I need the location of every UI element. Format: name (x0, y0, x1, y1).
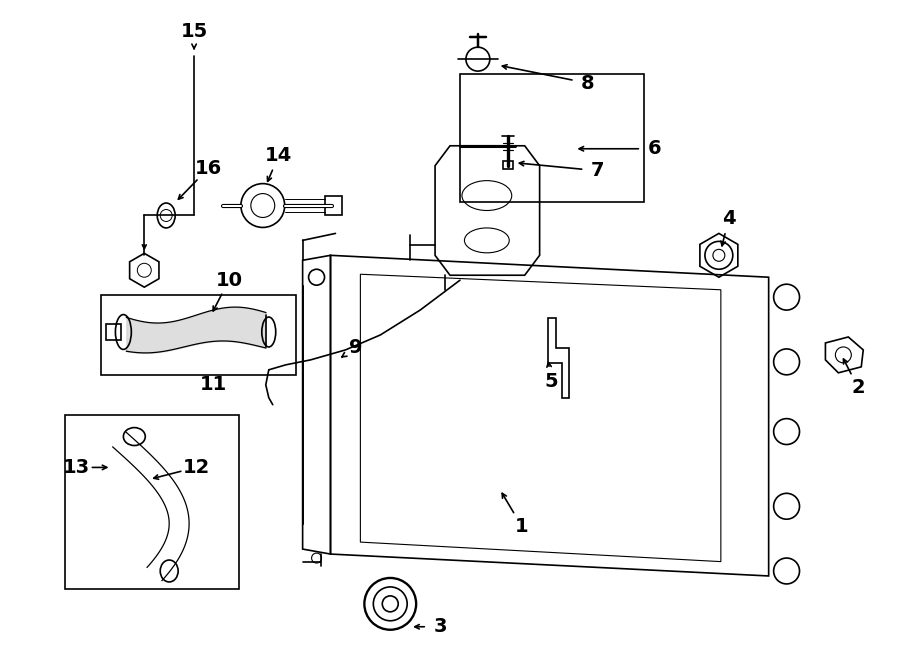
Text: 4: 4 (722, 209, 735, 228)
Bar (503, 161, 513, 169)
Text: 6: 6 (647, 139, 661, 158)
Text: 13: 13 (63, 458, 90, 477)
Text: 3: 3 (433, 617, 446, 637)
Text: 9: 9 (348, 338, 362, 358)
Bar (65, 414, 238, 589)
Bar (460, 74, 644, 202)
Bar (102, 295, 296, 375)
Text: 7: 7 (590, 161, 604, 180)
Text: 12: 12 (183, 458, 210, 477)
Text: 16: 16 (194, 159, 221, 178)
Text: 14: 14 (266, 146, 292, 165)
Text: 15: 15 (181, 22, 208, 41)
Text: 10: 10 (215, 271, 242, 290)
Text: 8: 8 (580, 73, 594, 93)
Bar (106, 324, 122, 340)
Text: 11: 11 (200, 375, 227, 394)
Text: 1: 1 (515, 517, 528, 535)
Text: 2: 2 (851, 378, 865, 397)
Bar (325, 196, 343, 215)
Text: 5: 5 (544, 372, 558, 391)
